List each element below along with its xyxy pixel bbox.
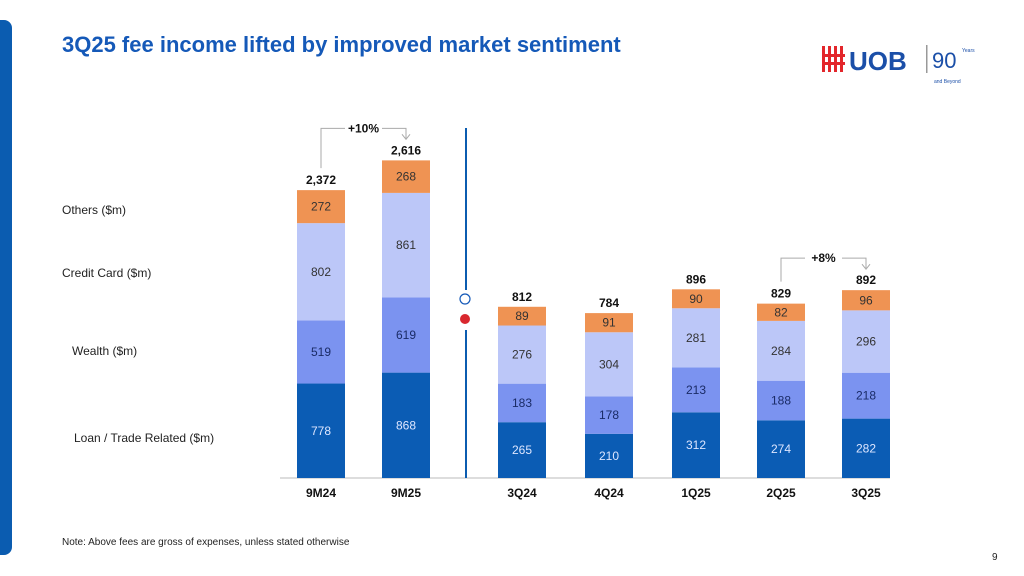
bar-segment bbox=[498, 383, 546, 423]
bar-segment bbox=[842, 372, 890, 419]
data-label: 272 bbox=[311, 200, 331, 214]
svg-text:UOB: UOB bbox=[849, 46, 907, 76]
bar-segment bbox=[842, 290, 890, 311]
data-label: 91 bbox=[602, 316, 616, 330]
hollow-circle-icon bbox=[459, 293, 471, 305]
data-label: 90 bbox=[689, 292, 703, 306]
bar-segment bbox=[297, 383, 345, 478]
data-label: 218 bbox=[856, 389, 876, 403]
data-label: 178 bbox=[599, 408, 619, 422]
data-label: 96 bbox=[859, 293, 873, 307]
data-label: 210 bbox=[599, 449, 619, 463]
bar-segment bbox=[672, 412, 720, 478]
red-dot-icon bbox=[460, 314, 470, 324]
bar-segment bbox=[585, 433, 633, 478]
data-label: 868 bbox=[396, 418, 416, 432]
svg-text:and Beyond: and Beyond bbox=[934, 79, 961, 85]
total-label: 892 bbox=[856, 273, 876, 287]
bar-segment bbox=[498, 325, 546, 384]
total-label: 2,616 bbox=[391, 143, 421, 157]
data-label: 282 bbox=[856, 441, 876, 455]
bar-segment bbox=[585, 313, 633, 333]
growth-bracket bbox=[320, 127, 407, 169]
data-label: 265 bbox=[512, 443, 532, 457]
total-label: 896 bbox=[686, 272, 706, 286]
category-label: 2Q25 bbox=[766, 486, 796, 500]
bar-segment bbox=[382, 297, 430, 373]
data-label: 296 bbox=[856, 335, 876, 349]
growth-label: +10% bbox=[348, 121, 379, 135]
legend-wealth: Wealth ($m) bbox=[72, 344, 138, 358]
data-label: 304 bbox=[599, 357, 619, 371]
svg-text:90: 90 bbox=[932, 48, 956, 73]
bar-segment bbox=[757, 420, 805, 478]
footnote: Note: Above fees are gross of expenses, … bbox=[62, 537, 350, 548]
data-label: 89 bbox=[515, 309, 529, 323]
bar-segment bbox=[842, 310, 890, 373]
data-label: 284 bbox=[771, 344, 791, 358]
page-title: 3Q25 fee income lifted by improved marke… bbox=[62, 32, 621, 57]
category-label: 9M25 bbox=[391, 486, 421, 500]
svg-text:Years: Years bbox=[962, 48, 975, 54]
legend-loan-trade: Loan / Trade Related ($m) bbox=[74, 431, 215, 445]
category-label: 1Q25 bbox=[681, 486, 711, 500]
data-label: 802 bbox=[311, 265, 331, 279]
category-label: 3Q25 bbox=[851, 486, 881, 500]
total-label: 812 bbox=[512, 290, 532, 304]
bar-segment bbox=[585, 396, 633, 434]
category-label: 3Q24 bbox=[507, 486, 537, 500]
bar-segment bbox=[672, 308, 720, 368]
bar-segment bbox=[672, 367, 720, 413]
bar-segment bbox=[382, 160, 430, 193]
data-label: 619 bbox=[396, 328, 416, 342]
data-label: 281 bbox=[686, 331, 706, 345]
bar-segment bbox=[672, 289, 720, 309]
data-label: 312 bbox=[686, 438, 706, 452]
growth-bracket bbox=[780, 257, 867, 282]
data-label: 274 bbox=[771, 442, 791, 456]
data-label: 213 bbox=[686, 383, 706, 397]
bar-segment bbox=[757, 380, 805, 421]
data-label: 519 bbox=[311, 345, 331, 359]
bar-segment bbox=[382, 372, 430, 478]
data-label: 188 bbox=[771, 394, 791, 408]
data-label: 82 bbox=[774, 305, 788, 319]
bar-segment bbox=[297, 223, 345, 321]
legend-credit-card: Credit Card ($m) bbox=[62, 266, 152, 280]
bar-segment bbox=[297, 190, 345, 224]
arrow-icon bbox=[401, 134, 411, 141]
total-label: 784 bbox=[599, 296, 619, 310]
data-label: 268 bbox=[396, 170, 416, 184]
growth-label: +8% bbox=[811, 251, 836, 265]
total-label: 829 bbox=[771, 287, 791, 301]
bar-segment bbox=[585, 332, 633, 397]
bar-segment bbox=[757, 303, 805, 321]
data-label: 778 bbox=[311, 424, 331, 438]
bar-segment bbox=[297, 320, 345, 384]
data-label: 861 bbox=[396, 238, 416, 252]
data-label: 183 bbox=[512, 396, 532, 410]
bar-segment bbox=[382, 192, 430, 298]
total-label: 2,372 bbox=[306, 173, 336, 187]
bar-segment bbox=[842, 418, 890, 478]
side-stripe bbox=[0, 20, 12, 555]
bar-segment bbox=[498, 422, 546, 478]
page-number: 9 bbox=[992, 552, 998, 563]
arrow-icon bbox=[861, 263, 871, 270]
bar-segment bbox=[757, 320, 805, 381]
category-label: 4Q24 bbox=[594, 486, 624, 500]
bar-segment bbox=[498, 306, 546, 326]
uob-logo: UOB 90 Years and Beyond bbox=[822, 45, 975, 85]
legend-others: Others ($m) bbox=[62, 203, 127, 217]
data-label: 276 bbox=[512, 348, 532, 362]
category-label: 9M24 bbox=[306, 486, 336, 500]
